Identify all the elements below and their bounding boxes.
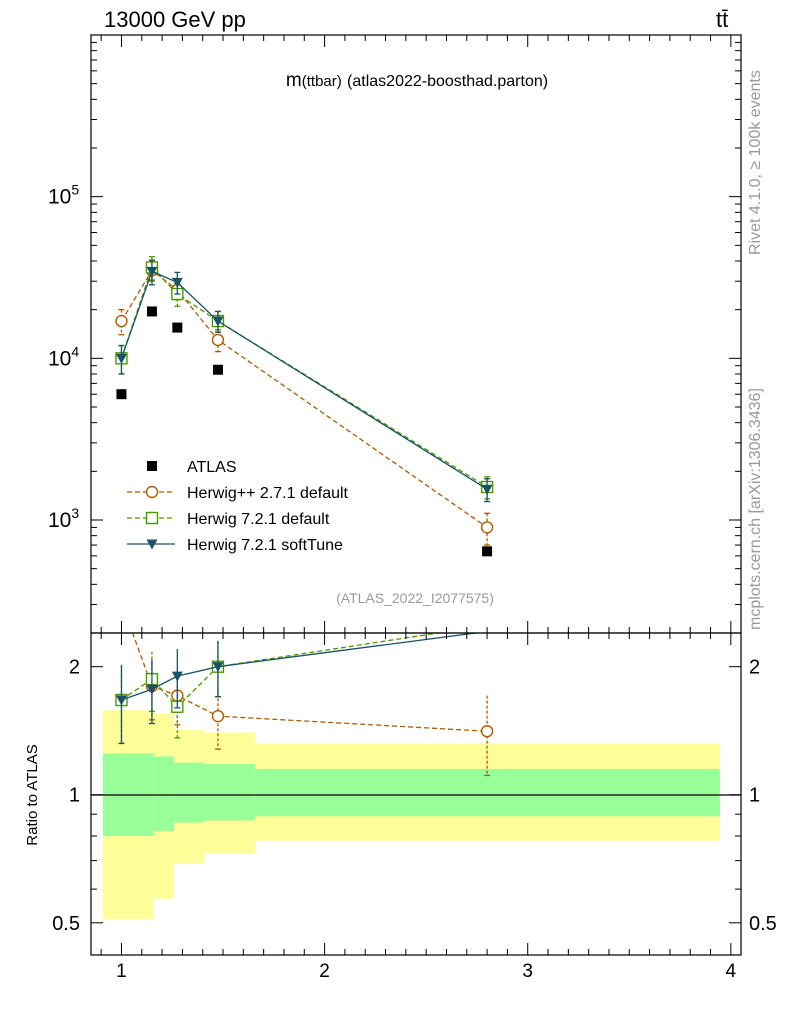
x-tick-label: 3 [522,961,533,982]
series-atlas [116,306,493,557]
chart-title: m(ttbar) (atlas2022-boosthad.parton) [286,70,548,91]
ratio-y-tick-labels: 0.5 0.5 1 1 2 2 [52,657,777,935]
ratio-y-tick-label-right: 1 [749,785,760,807]
data-point [115,314,128,328]
main-y-ticks [91,34,741,634]
series-herwig-7-2-1-default [115,256,494,500]
x-tick-label: 2 [319,961,330,982]
x-tick-label: 4 [726,961,737,982]
data-point [481,484,493,495]
data-point [116,389,127,400]
ratio-series-herwig-7-2-1-softtune [115,633,481,745]
ratio-plot-panel: 0.5 0.5 1 1 2 2 1 2 3 4 Ratio to ATLAS [24,632,777,982]
data-point [146,306,157,317]
ratio-point [171,671,183,682]
data-point [212,364,223,375]
chart-title-sub: (ttbar) [302,73,342,90]
legend-marker [146,539,158,550]
ratio-y-tick-label-right: 2 [749,657,760,679]
data-point [480,521,494,534]
ratio-y-tick-label-left: 2 [69,657,80,679]
data-point [115,353,127,364]
legend-label: Herwig++ 2.7.1 default [187,485,349,502]
main-series-group [115,256,494,557]
analysis-label: (ATLAS_2022_I2077575) [336,590,494,606]
process-label: tt̄ [716,7,728,32]
energy-label: 13000 GeV pp [104,7,246,32]
x-tick-label: 1 [116,961,127,982]
legend-label: Herwig 7.2.1 softTune [187,537,343,554]
series-herwig-7-2-1-softtune [115,259,493,503]
rivet-version-label: Rivet 4.1.0, ≥ 100k events [747,70,764,255]
ratio-point [146,684,158,695]
ratio-y-tick-label-right: 0.5 [749,913,777,935]
legend-item: Herwig 7.2.1 softTune [127,537,343,554]
data-point [172,322,183,333]
legend-label: ATLAS [187,459,237,476]
ratio-y-tick-label-left: 0.5 [52,913,80,935]
data-point [146,266,158,277]
series-herwig-2-7-1-default [115,260,494,546]
legend-item: ATLAS [147,459,237,476]
main-y-tick-label: 103 [48,505,79,532]
data-point [482,546,493,557]
legend: ATLAS Herwig++ 2.7.1 default Herwig 7.2.1 … [127,459,349,554]
data-point [211,333,225,347]
ratio-ticks [91,633,741,955]
ratio-uncertainty-bands [103,710,720,920]
ratio-point [211,709,225,723]
legend-marker [145,485,159,499]
ratio-y-tick-label-left: 1 [69,785,80,807]
chart-title-rest: (atlas2022-boosthad.parton) [347,73,548,90]
legend-marker [145,511,159,525]
inner-band [255,768,720,817]
legend-item: Herwig++ 2.7.1 default [127,485,349,502]
legend-label: Herwig 7.2.1 default [187,511,330,528]
legend-marker [147,461,157,471]
inner-band [174,762,205,823]
data-point [171,277,183,288]
mcplots-label: mcplots.cern.ch [arXiv:1306.3436] [747,388,764,630]
x-tick-labels: 1 2 3 4 [116,961,736,982]
inner-band [153,756,175,832]
main-y-tick-label: 104 [48,343,79,370]
main-plot-panel: 103 104 105 m(ttbar) (atlas2022-boosthad.p… [48,34,742,634]
main-y-tick-labels: 103 104 105 [48,182,79,532]
data-point [212,316,224,327]
chart-title-main: m [286,70,302,91]
ratio-point [480,725,494,738]
ratio-point [115,695,127,706]
inner-band [204,764,256,821]
ratio-point [212,662,224,673]
series-line [120,270,488,490]
ratio-plot-frame [90,632,742,956]
main-y-tick-label: 105 [48,182,79,209]
legend-item: Herwig 7.2.1 default [127,511,330,528]
ratio-y-axis-label: Ratio to ATLAS [24,744,41,845]
ratio-series-group [115,633,494,777]
